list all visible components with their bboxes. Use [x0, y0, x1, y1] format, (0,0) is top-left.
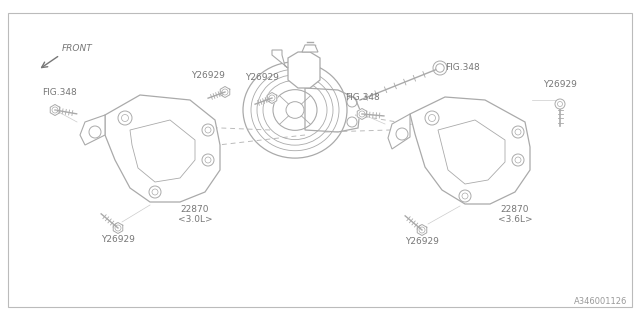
Polygon shape — [305, 88, 360, 132]
Polygon shape — [388, 114, 410, 149]
Text: FIG.348: FIG.348 — [445, 63, 480, 73]
Text: FRONT: FRONT — [62, 44, 93, 53]
Text: 22870: 22870 — [500, 205, 529, 214]
Text: FIG.348: FIG.348 — [344, 93, 380, 102]
Text: FIG.348: FIG.348 — [42, 88, 77, 97]
Text: <3.6L>: <3.6L> — [498, 215, 532, 224]
Polygon shape — [105, 95, 220, 202]
Text: A346001126: A346001126 — [573, 297, 627, 306]
Polygon shape — [220, 86, 230, 98]
Polygon shape — [410, 97, 530, 204]
Text: <3.0L>: <3.0L> — [178, 215, 212, 224]
Text: Y26929: Y26929 — [245, 73, 279, 82]
Polygon shape — [357, 108, 367, 119]
Text: Y26929: Y26929 — [191, 71, 225, 80]
Polygon shape — [50, 105, 60, 116]
Polygon shape — [302, 45, 318, 52]
Polygon shape — [288, 52, 320, 88]
Polygon shape — [417, 225, 427, 236]
Polygon shape — [272, 50, 288, 68]
Polygon shape — [268, 92, 276, 103]
Polygon shape — [80, 115, 105, 145]
Text: Y26929: Y26929 — [543, 80, 577, 89]
Circle shape — [555, 99, 565, 109]
Text: Y26929: Y26929 — [101, 235, 135, 244]
Text: Y26929: Y26929 — [405, 237, 439, 246]
Text: 22870: 22870 — [180, 205, 209, 214]
Circle shape — [436, 64, 444, 72]
Polygon shape — [113, 222, 123, 234]
